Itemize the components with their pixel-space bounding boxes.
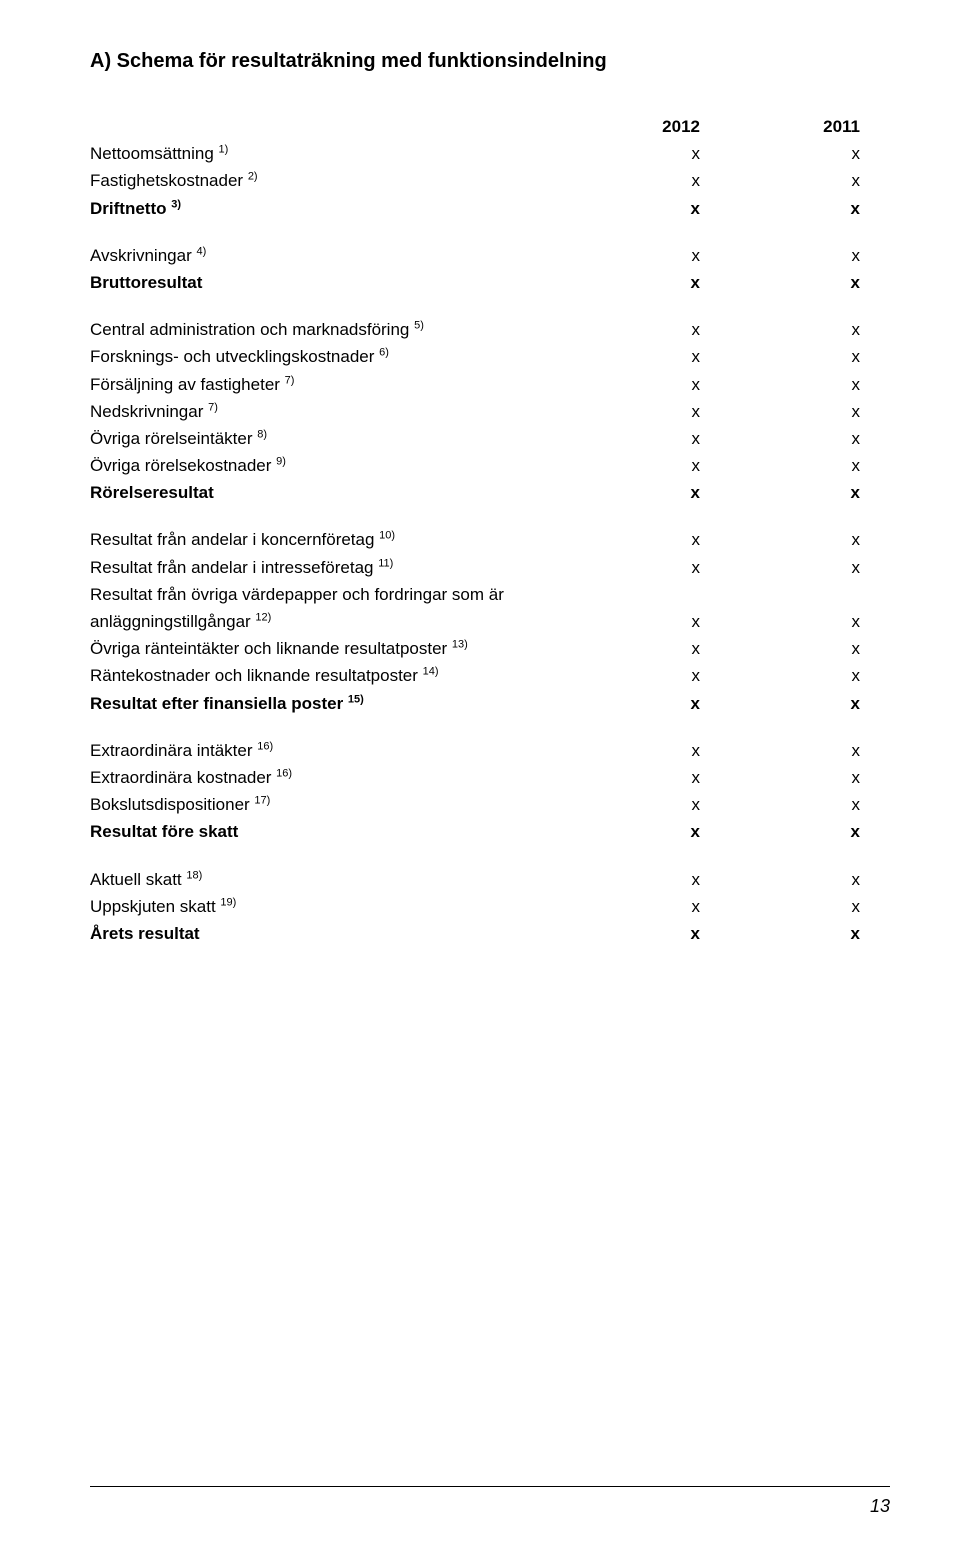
row-value-col1: x: [570, 222, 730, 269]
document-title: A) Schema för resultaträkning med funkti…: [90, 50, 890, 73]
row-value-col1: x: [570, 195, 730, 222]
row-value-col1: x: [570, 920, 730, 947]
row-value-col2: [730, 581, 890, 608]
row-value-col1: x: [570, 167, 730, 194]
row-value-col2: x: [730, 717, 890, 764]
row-value-col1: x: [570, 371, 730, 398]
row-label: Forsknings- och utvecklingskostnader 6): [90, 343, 570, 370]
row-label: anläggningstillgångar 12): [90, 608, 570, 635]
column-header-year2: 2011: [730, 113, 890, 140]
row-label: Nedskrivningar 7): [90, 398, 570, 425]
row-value-col1: x: [570, 140, 730, 167]
row-value-col1: x: [570, 343, 730, 370]
row-value-col1: x: [570, 690, 730, 717]
row-label: Försäljning av fastigheter 7): [90, 371, 570, 398]
row-value-col2: x: [730, 818, 890, 845]
row-label: Fastighetskostnader 2): [90, 167, 570, 194]
row-label: Övriga rörelseintäkter 8): [90, 425, 570, 452]
row-label: Räntekostnader och liknande resultatpost…: [90, 662, 570, 689]
row-value-col2: x: [730, 662, 890, 689]
page-number: 13: [870, 1496, 890, 1517]
row-label: Aktuell skatt 18): [90, 846, 570, 893]
row-value-col2: x: [730, 554, 890, 581]
row-label: Uppskjuten skatt 19): [90, 893, 570, 920]
row-value-col2: x: [730, 893, 890, 920]
row-label: Central administration och marknadsförin…: [90, 296, 570, 343]
row-value-col2: x: [730, 269, 890, 296]
row-label: Resultat från andelar i intresseföretag …: [90, 554, 570, 581]
row-value-col2: x: [730, 608, 890, 635]
row-value-col1: x: [570, 296, 730, 343]
row-value-col1: x: [570, 269, 730, 296]
row-value-col2: x: [730, 167, 890, 194]
row-value-col1: x: [570, 635, 730, 662]
row-label: Rörelseresultat: [90, 479, 570, 506]
row-label: Nettoomsättning 1): [90, 140, 570, 167]
row-value-col2: x: [730, 222, 890, 269]
row-value-col1: x: [570, 452, 730, 479]
row-value-col1: x: [570, 506, 730, 553]
row-value-col1: x: [570, 764, 730, 791]
row-value-col2: x: [730, 371, 890, 398]
row-label: Bokslutsdispositioner 17): [90, 791, 570, 818]
row-value-col2: x: [730, 195, 890, 222]
row-value-col2: x: [730, 791, 890, 818]
row-value-col2: x: [730, 452, 890, 479]
row-value-col2: x: [730, 635, 890, 662]
row-label: Extraordinära intäkter 16): [90, 717, 570, 764]
row-value-col1: x: [570, 791, 730, 818]
row-value-col2: x: [730, 690, 890, 717]
row-value-col2: x: [730, 343, 890, 370]
row-value-col1: x: [570, 608, 730, 635]
row-value-col1: x: [570, 554, 730, 581]
row-label: Driftnetto 3): [90, 195, 570, 222]
row-label: Bruttoresultat: [90, 269, 570, 296]
row-value-col1: x: [570, 425, 730, 452]
row-value-col2: x: [730, 296, 890, 343]
row-value-col1: [570, 581, 730, 608]
row-label: Övriga ränteintäkter och liknande result…: [90, 635, 570, 662]
row-label: Årets resultat: [90, 920, 570, 947]
row-label: Resultat efter finansiella poster 15): [90, 690, 570, 717]
row-value-col2: x: [730, 764, 890, 791]
row-label: Avskrivningar 4): [90, 222, 570, 269]
income-statement-table: 20122011Nettoomsättning 1)xxFastighetsko…: [90, 113, 890, 947]
row-label: Resultat före skatt: [90, 818, 570, 845]
column-header-year1: 2012: [570, 113, 730, 140]
row-value-col1: x: [570, 662, 730, 689]
row-value-col1: x: [570, 893, 730, 920]
row-value-col1: x: [570, 846, 730, 893]
row-value-col2: x: [730, 479, 890, 506]
row-value-col2: x: [730, 920, 890, 947]
row-value-col2: x: [730, 846, 890, 893]
row-value-col2: x: [730, 506, 890, 553]
footer-rule: [90, 1486, 890, 1487]
row-value-col2: x: [730, 425, 890, 452]
row-value-col1: x: [570, 398, 730, 425]
row-value-col1: x: [570, 717, 730, 764]
row-label: Extraordinära kostnader 16): [90, 764, 570, 791]
row-label: Resultat från övriga värdepapper och for…: [90, 581, 570, 608]
row-value-col1: x: [570, 818, 730, 845]
row-value-col2: x: [730, 140, 890, 167]
row-label: Resultat från andelar i koncernföretag 1…: [90, 506, 570, 553]
row-label: Övriga rörelsekostnader 9): [90, 452, 570, 479]
row-value-col1: x: [570, 479, 730, 506]
row-value-col2: x: [730, 398, 890, 425]
